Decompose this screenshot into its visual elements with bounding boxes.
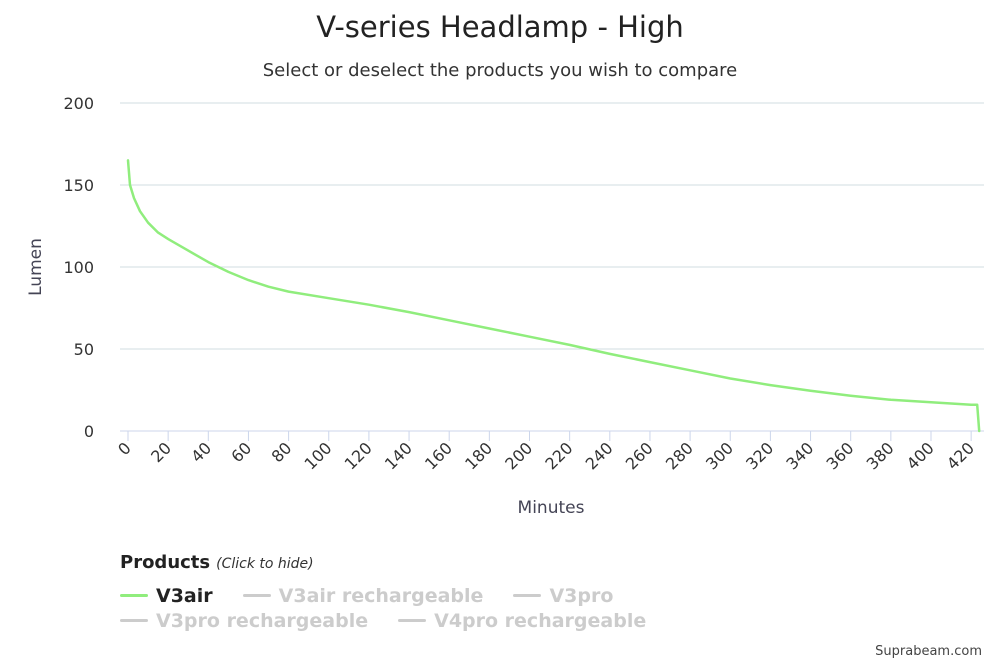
y-tick-label: 50 xyxy=(74,340,94,359)
x-tick-label: 120 xyxy=(341,438,376,473)
legend-title: Products xyxy=(120,552,211,573)
legend-label: V3pro rechargeable xyxy=(156,609,369,632)
x-tick-label: 220 xyxy=(541,438,576,473)
y-tick-label: 100 xyxy=(63,258,94,277)
legend-swatch xyxy=(513,594,542,597)
y-tick-label: 0 xyxy=(84,422,94,441)
x-tick-label: 40 xyxy=(187,438,215,466)
x-tick-label: 300 xyxy=(702,438,737,473)
legend-item-v3air-rechargeable[interactable]: V3air rechargeable xyxy=(242,583,484,608)
legend-header: Products (Click to hide) xyxy=(120,552,980,573)
y-axis-label: Lumen xyxy=(26,238,46,296)
x-tick-label: 100 xyxy=(301,438,336,473)
x-tick-label: 200 xyxy=(501,438,536,473)
x-tick-label: 180 xyxy=(461,438,496,473)
x-tick-label: 400 xyxy=(903,438,938,473)
legend-items: V3air V3air rechargeable V3pro V3pro rechar… xyxy=(120,583,920,633)
x-tick-label: 280 xyxy=(662,438,697,473)
legend-hint: (Click to hide) xyxy=(216,556,314,572)
legend-label: V3air rechargeable xyxy=(278,584,484,607)
x-tick-label: 60 xyxy=(227,438,255,466)
x-tick-label: 80 xyxy=(268,438,296,466)
x-tick-label: 380 xyxy=(863,438,898,473)
credit-text: Suprabeam.com xyxy=(875,644,982,659)
legend-swatch xyxy=(242,594,271,597)
x-tick-label: 140 xyxy=(381,438,416,473)
y-tick-label: 150 xyxy=(63,176,94,195)
legend-swatch xyxy=(120,594,148,597)
x-tick-label: 240 xyxy=(582,438,617,473)
series-line-v3air[interactable] xyxy=(126,159,981,433)
x-axis-label: Minutes xyxy=(518,498,585,518)
chart-subtitle: Select or deselect the products you wish… xyxy=(262,60,738,81)
x-tick-label: 260 xyxy=(622,438,657,473)
legend-label: V3pro xyxy=(549,584,614,607)
x-tick-label: 360 xyxy=(822,438,857,473)
x-tick-label: 420 xyxy=(943,438,978,473)
legend-label: V3air xyxy=(156,584,213,607)
x-tick-label: 160 xyxy=(421,438,456,473)
legend-item-v4pro-rechargeable[interactable]: V4pro rechargeable xyxy=(398,608,646,633)
x-tick-label: 20 xyxy=(147,438,175,466)
legend-swatch xyxy=(398,619,427,622)
legend-item-v3air[interactable]: V3air xyxy=(120,583,213,608)
x-tick-label: 0 xyxy=(114,438,135,459)
x-tick-label: 320 xyxy=(742,438,777,473)
legend-label: V4pro rechargeable xyxy=(434,609,647,632)
legend-item-v3pro[interactable]: V3pro xyxy=(513,583,613,608)
y-tick-label: 200 xyxy=(63,94,94,113)
legend-swatch xyxy=(120,619,148,622)
legend: Products (Click to hide) V3air V3air recha… xyxy=(120,552,980,633)
legend-item-v3pro-rechargeable[interactable]: V3pro rechargeable xyxy=(120,608,368,633)
chart-title: V-series Headlamp - High xyxy=(316,10,684,44)
x-tick-label: 340 xyxy=(782,438,817,473)
